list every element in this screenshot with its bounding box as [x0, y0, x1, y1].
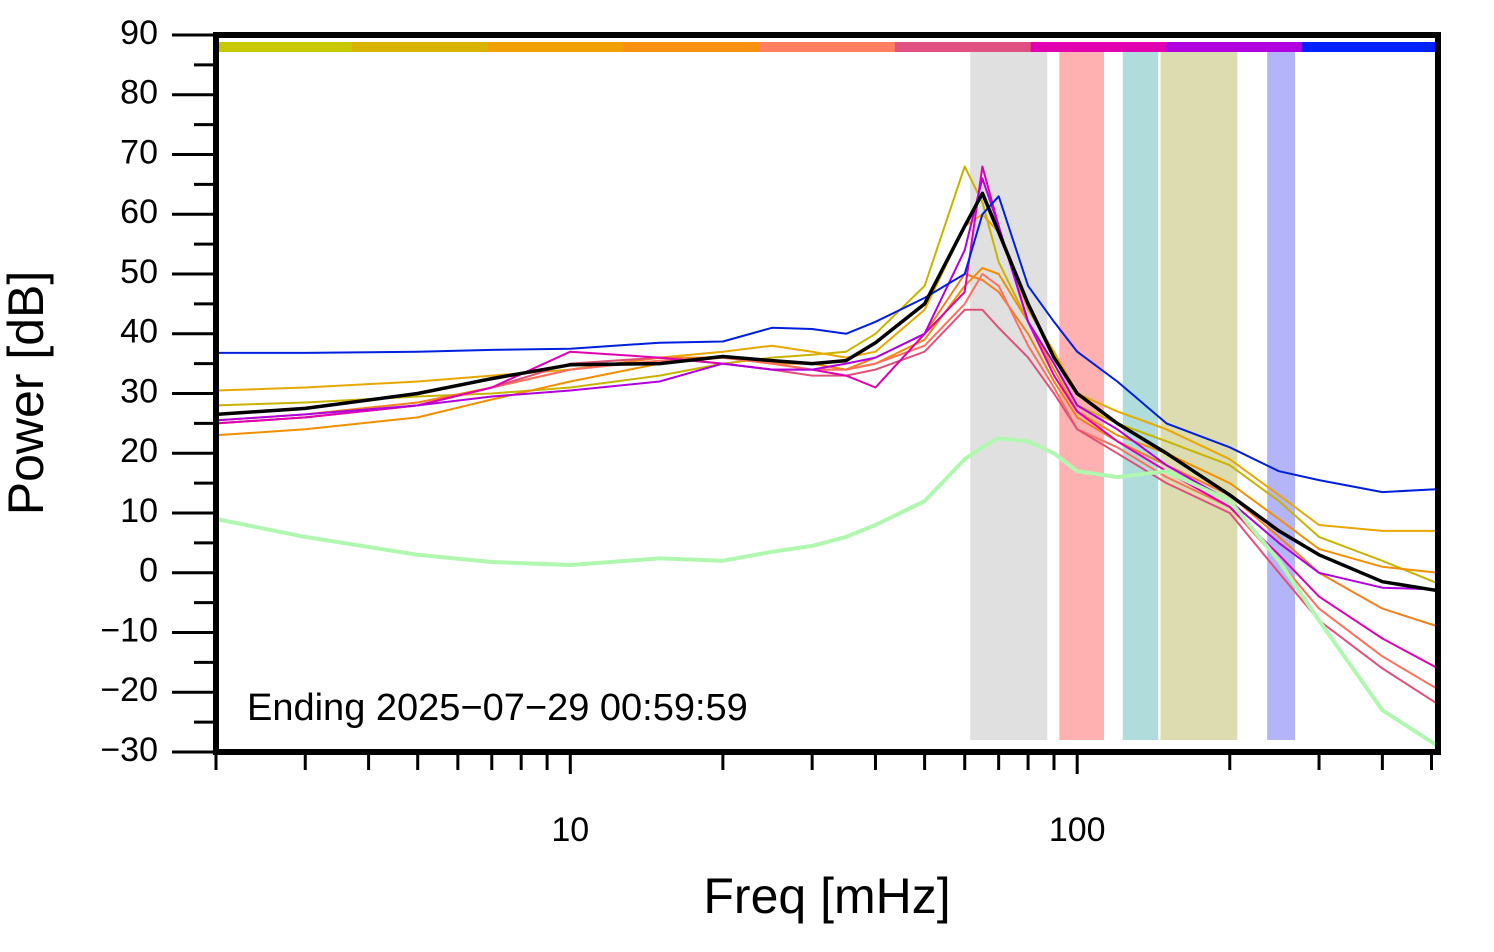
- y-tick-label: 80: [120, 74, 158, 112]
- lines: [215, 165, 1440, 748]
- series-line: [215, 191, 1439, 593]
- bands: [216, 42, 1439, 740]
- x-tick-label: 10: [551, 811, 589, 849]
- y-tick-label: −30: [100, 731, 158, 769]
- annotation: Ending 2025−07−29 00:59:59: [247, 687, 748, 729]
- x-tick-label: 100: [1049, 811, 1106, 849]
- series-line: [216, 195, 1439, 494]
- color-bar-segment: [1030, 42, 1167, 52]
- y-tick-label: 50: [120, 253, 158, 291]
- band: [970, 52, 1048, 740]
- color-bar-segment: [894, 42, 1032, 52]
- band: [1122, 52, 1159, 740]
- y-tick-label: 90: [120, 14, 158, 52]
- band: [1160, 52, 1238, 740]
- y-tick-label: 20: [120, 432, 158, 470]
- color-bar-segment: [487, 42, 624, 52]
- color-bar-segment: [351, 42, 489, 52]
- y-tick-label: 40: [120, 313, 158, 351]
- series-line: [215, 165, 1439, 670]
- color-bar-segment: [216, 42, 353, 52]
- color-bar-segment: [759, 42, 896, 52]
- band: [1267, 52, 1296, 740]
- y-tick-label: 10: [120, 492, 158, 530]
- axes: −30 −20 −10 0 10 20 30 40 50 60 70 80 90 10 100: [100, 14, 1433, 849]
- series-line: [215, 177, 1439, 591]
- plot-frame: [213, 32, 1441, 755]
- series-line: [215, 273, 1439, 691]
- y-tick-label: −20: [100, 671, 158, 709]
- series-line: [215, 436, 1440, 748]
- color-bar-segment: [1302, 42, 1439, 52]
- x-axis-title: Freq [mHz]: [703, 868, 950, 924]
- y-tick-label: 70: [120, 133, 158, 171]
- y-tick-label: 30: [120, 372, 158, 410]
- y-tick-label: 60: [120, 193, 158, 231]
- y-axis-title: Power [dB]: [0, 271, 54, 516]
- y-tick-label: 0: [139, 552, 158, 590]
- series-line: [215, 273, 1439, 628]
- color-bar-segment: [1166, 42, 1303, 52]
- series-line: [215, 267, 1439, 574]
- y-tick-label: −10: [100, 611, 158, 649]
- color-bar-segment: [623, 42, 760, 52]
- series-line: [215, 165, 1439, 585]
